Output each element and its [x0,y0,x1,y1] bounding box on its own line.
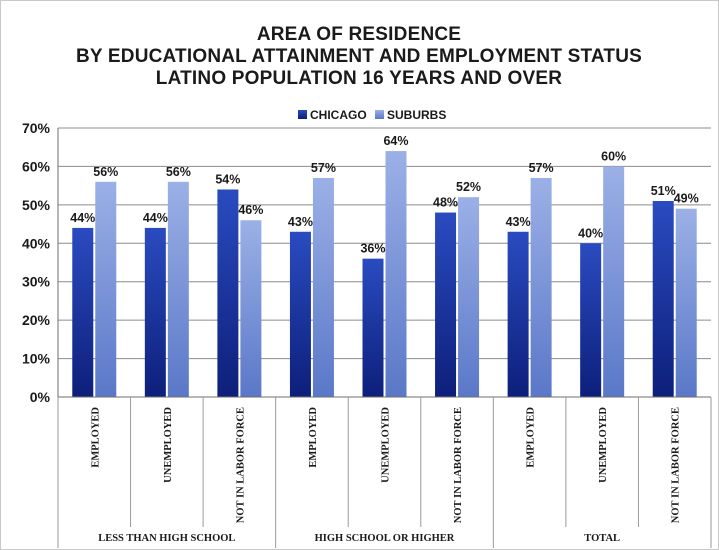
bar-chicago [580,243,602,397]
bar-chicago [362,258,384,397]
data-label-chicago: 54% [215,172,240,186]
x-category-labels: EMPLOYED UNEMPLOYED NOT IN LABOR FORCE EMPL… [90,407,681,524]
y-tick-label: 40% [22,235,51,251]
bars [72,151,697,397]
y-tick-label: 10% [22,351,51,367]
data-label-chicago: 43% [506,215,531,229]
data-label-suburbs: 57% [311,161,336,175]
bar-suburbs [240,220,262,397]
data-label-chicago: 48% [433,196,458,210]
x-category-label: NOT IN LABOR FORCE [235,407,246,523]
bar-chicago [435,212,457,397]
legend: CHICAGO SUBURBS [298,108,446,122]
y-tick-label: 60% [22,158,51,174]
data-label-suburbs: 56% [93,165,118,179]
bar-chicago [289,231,311,397]
data-label-suburbs: 57% [529,161,554,175]
data-label-suburbs: 64% [383,134,408,148]
data-label-suburbs: 52% [456,180,481,194]
legend-label-chicago: CHICAGO [310,108,367,122]
data-label-chicago: 44% [143,211,168,225]
x-category-label: NOT IN LABOR FORCE [453,407,464,523]
bar-chicago [217,189,239,397]
gridlines [58,127,711,360]
chart-title-line-1: AREA OF RESIDENCE [257,24,461,45]
bar-suburbs [530,177,552,397]
y-tick-label: 50% [22,197,51,213]
x-category-label: EMPLOYED [308,407,319,468]
legend-label-suburbs: SUBURBS [387,108,446,122]
x-category-label: UNEMPLOYED [381,407,392,483]
x-group-labels: LESS THAN HIGH SCHOOL HIGH SCHOOL OR HIGH… [98,533,620,544]
data-label-suburbs: 56% [166,165,191,179]
data-label-chicago: 44% [70,211,95,225]
x-category-label: EMPLOYED [90,407,101,468]
axes [57,128,712,548]
data-label-chicago: 40% [578,226,603,240]
x-group-label: TOTAL [584,533,620,544]
bar-suburbs [312,177,334,397]
y-tick-label: 0% [30,389,51,405]
data-label-chicago: 51% [651,184,676,198]
chart-title-line-3: LATINO POPULATION 16 YEARS AND OVER [156,68,562,89]
y-tick-label: 30% [22,274,51,290]
chart-title-line-2: BY EDUCATIONAL ATTAINMENT AND EMPLOYMENT… [76,46,642,67]
data-label-chicago: 43% [288,215,313,229]
data-label-suburbs: 49% [674,192,699,206]
legend-swatch-chicago [298,110,307,119]
y-tick-label: 20% [22,312,51,328]
legend-swatch-suburbs [375,110,384,119]
x-group-label: LESS THAN HIGH SCHOOL [98,533,235,544]
bar-suburbs [385,151,407,397]
bar-chicago [507,231,529,397]
bar-chicago [144,227,166,397]
bar-chicago [652,201,674,397]
x-category-label: UNEMPLOYED [598,407,609,483]
data-labels: 44% 56% 44% 56% 54% 46% 43% 57% 36% 64% 48% 52% 43% 5… [70,134,698,256]
x-category-label: NOT IN LABOR FORCE [671,407,682,523]
y-tick-label: 70% [22,120,51,136]
bar-suburbs [95,181,117,397]
bar-suburbs [675,208,697,397]
bar-suburbs [167,181,189,397]
bar-suburbs [603,166,625,397]
data-label-suburbs: 46% [238,203,263,217]
bar-suburbs [458,197,480,397]
x-group-label: HIGH SCHOOL OR HIGHER [315,533,455,544]
data-label-suburbs: 60% [601,149,626,163]
x-category-label: EMPLOYED [526,407,537,468]
data-label-chicago: 36% [360,242,385,256]
bar-chicago [72,227,94,397]
x-category-label: UNEMPLOYED [163,407,174,483]
y-axis-ticks: 0% 10% 20% 30% 40% 50% 60% 70% [22,120,51,405]
